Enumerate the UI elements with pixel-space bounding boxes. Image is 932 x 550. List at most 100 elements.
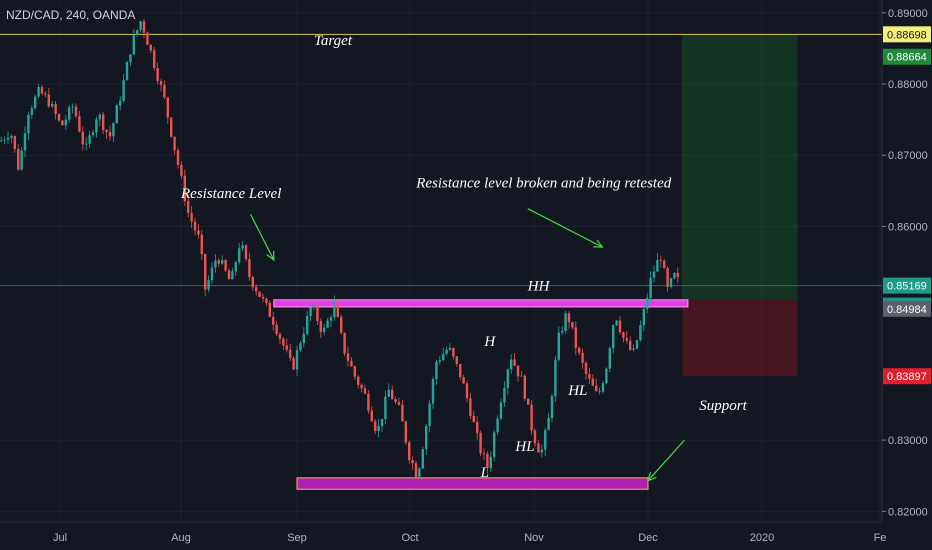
candle-body xyxy=(190,212,193,222)
candle-body xyxy=(499,402,503,419)
candle-body xyxy=(516,365,520,377)
candle-body xyxy=(37,87,40,97)
candle-body xyxy=(567,313,571,323)
candle-body xyxy=(210,267,214,281)
candle-body xyxy=(353,366,356,377)
candle-body xyxy=(540,449,543,453)
candle-body xyxy=(438,360,441,362)
candle-body xyxy=(13,136,16,149)
candle-body xyxy=(635,340,639,349)
candle-body xyxy=(503,387,506,403)
candle-body xyxy=(394,399,397,403)
candle-body xyxy=(408,442,411,461)
annotation-text: Target xyxy=(314,33,353,49)
y-tick-label: 0.83000 xyxy=(888,435,928,447)
candle-body xyxy=(23,133,27,151)
candle-body xyxy=(125,62,129,81)
candle-body xyxy=(68,107,71,120)
price-axis[interactable] xyxy=(882,0,932,550)
candle-body xyxy=(666,268,669,287)
candle-body xyxy=(669,278,673,287)
candle-body xyxy=(146,32,149,45)
candle-body xyxy=(374,421,377,432)
candle-body xyxy=(112,123,115,137)
candle-body xyxy=(30,108,33,115)
candle-body xyxy=(197,230,200,235)
candle-body xyxy=(193,221,197,231)
candle-body xyxy=(183,175,186,202)
candle-body xyxy=(663,260,666,269)
arrow-head xyxy=(647,471,657,482)
time-axis[interactable] xyxy=(0,522,932,550)
candle-body xyxy=(445,349,448,354)
candle-body xyxy=(176,150,180,165)
candle-body xyxy=(527,398,530,405)
candle-body xyxy=(17,148,20,170)
x-tick-label: Oct xyxy=(401,532,418,544)
candle-body xyxy=(272,316,275,325)
candle-body xyxy=(652,271,656,278)
candle-body xyxy=(442,353,445,361)
candle-body xyxy=(329,317,333,321)
price-label-text: 0.88698 xyxy=(887,29,927,41)
x-tick-label: Fe xyxy=(874,532,887,544)
price-label-text: 0.83897 xyxy=(887,371,927,383)
candle-body xyxy=(418,468,421,477)
price-label-text: 0.85169 xyxy=(887,281,927,293)
candle-body xyxy=(166,97,169,118)
candle-body xyxy=(554,359,557,397)
candle-body xyxy=(397,402,401,405)
candle-body xyxy=(6,137,10,140)
candle-body xyxy=(595,385,598,391)
candle-body xyxy=(564,313,567,331)
price-label-badge xyxy=(883,26,931,43)
candle-body xyxy=(571,322,574,328)
candle-body xyxy=(204,254,207,290)
candle-body xyxy=(278,334,282,339)
candle-body xyxy=(557,332,560,360)
candle-body xyxy=(404,421,407,443)
candle-body xyxy=(632,348,635,350)
candle-body xyxy=(159,81,163,85)
candle-body xyxy=(448,348,452,350)
candle-body xyxy=(537,443,540,453)
price-label-badge xyxy=(883,277,931,294)
arrow-head xyxy=(593,239,604,248)
candle-body xyxy=(584,362,588,374)
candle-body xyxy=(425,426,428,450)
candle-body xyxy=(431,379,435,404)
candle-body xyxy=(319,320,322,332)
resistance-zone[interactable] xyxy=(273,299,689,308)
candle-body xyxy=(486,453,489,468)
candle-body xyxy=(561,330,564,333)
candle-body xyxy=(295,350,299,370)
candle-body xyxy=(506,369,509,388)
candle-body xyxy=(244,245,248,260)
candle-body xyxy=(642,309,645,326)
candle-body xyxy=(622,332,625,339)
candle-body xyxy=(285,345,288,350)
candle-body xyxy=(462,377,465,384)
candle-body xyxy=(350,360,353,367)
candle-body xyxy=(435,361,438,380)
candle-body xyxy=(346,353,350,361)
candle-body xyxy=(656,260,659,272)
candle-body xyxy=(57,114,61,121)
candle-body xyxy=(261,296,265,299)
candle-body xyxy=(612,324,615,349)
target-profit-box xyxy=(682,34,798,300)
candle-body xyxy=(258,291,261,297)
y-tick-label: 0.86000 xyxy=(888,221,928,233)
candle-body xyxy=(496,418,499,433)
candle-body xyxy=(85,143,88,145)
annotation-text: Resistance level broken and being retest… xyxy=(415,175,672,191)
candle-body xyxy=(676,273,679,278)
candle-body xyxy=(513,359,516,366)
support-zone[interactable] xyxy=(296,477,649,490)
candle-body xyxy=(241,245,244,249)
candle-body xyxy=(255,287,258,292)
candle-body xyxy=(343,332,346,354)
candle-body xyxy=(465,383,469,399)
